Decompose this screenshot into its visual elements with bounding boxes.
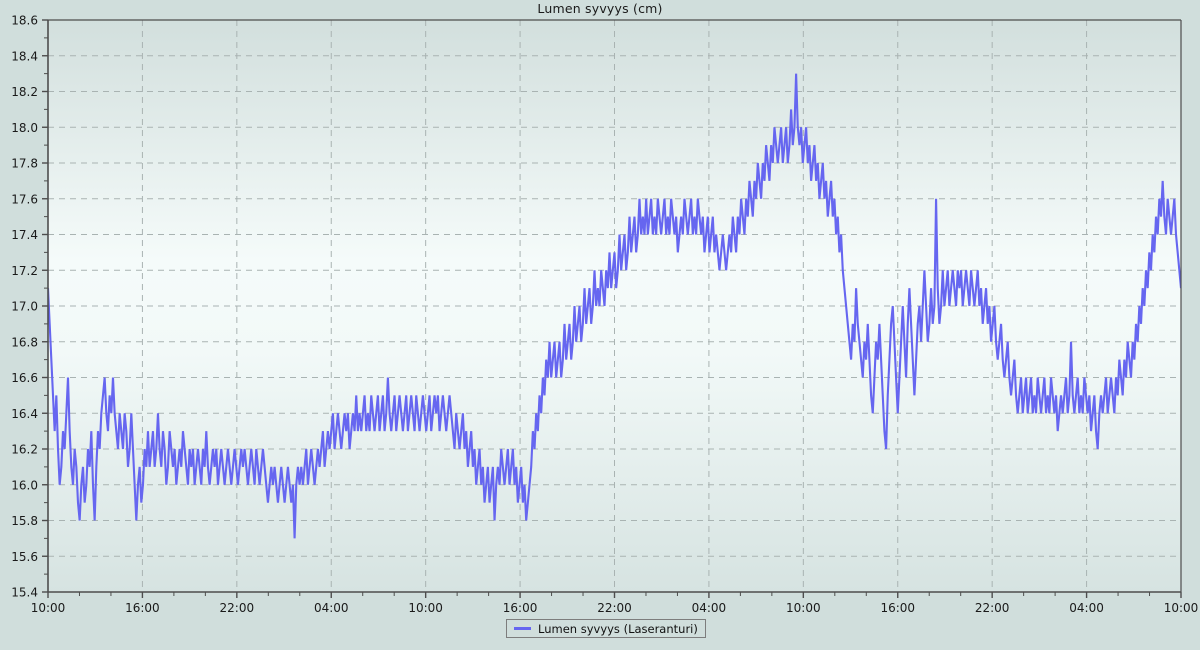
legend-label: Lumen syvyys (Laseranturi) <box>538 621 698 636</box>
svg-text:16.6: 16.6 <box>11 371 38 385</box>
chart-title: Lumen syvyys (cm) <box>537 1 663 16</box>
svg-text:04:00: 04:00 <box>314 601 349 615</box>
svg-text:17.0: 17.0 <box>11 300 38 314</box>
series-lumen-syvyys <box>48 73 1181 539</box>
svg-text:16:00: 16:00 <box>125 601 160 615</box>
svg-text:22:00: 22:00 <box>220 601 255 615</box>
svg-text:15.4: 15.4 <box>11 586 38 600</box>
svg-text:18.4: 18.4 <box>11 49 38 63</box>
svg-text:18.0: 18.0 <box>11 121 38 135</box>
svg-text:16.4: 16.4 <box>11 407 38 421</box>
svg-text:18.6: 18.6 <box>11 14 38 28</box>
grid-lines <box>48 20 1181 592</box>
legend-line-swatch-icon <box>514 627 531 630</box>
svg-text:15.6: 15.6 <box>11 550 38 564</box>
chart-legend: Lumen syvyys (Laseranturi) <box>506 619 706 638</box>
svg-text:10:00: 10:00 <box>31 601 66 615</box>
y-axis-labels: 15.4 15.6 15.8 16.0 16.2 16.4 16.6 16.8 17.0 17.2… <box>11 14 38 600</box>
svg-text:17.6: 17.6 <box>11 192 38 206</box>
svg-text:17.4: 17.4 <box>11 228 38 242</box>
svg-text:16:00: 16:00 <box>503 601 538 615</box>
x-axis-labels: 10:00 16:00 22:00 04:00 10:00 16:00 22:00 04:00… <box>31 601 1199 615</box>
svg-text:18.2: 18.2 <box>11 85 38 99</box>
svg-text:16.0: 16.0 <box>11 478 38 492</box>
svg-text:17.8: 17.8 <box>11 157 38 171</box>
svg-text:04:00: 04:00 <box>692 601 727 615</box>
svg-text:16.2: 16.2 <box>11 443 38 457</box>
svg-text:04:00: 04:00 <box>1069 601 1104 615</box>
svg-text:10:00: 10:00 <box>1164 601 1199 615</box>
svg-text:17.2: 17.2 <box>11 264 38 278</box>
svg-text:10:00: 10:00 <box>786 601 821 615</box>
svg-text:16.8: 16.8 <box>11 335 38 349</box>
svg-text:10:00: 10:00 <box>408 601 443 615</box>
svg-text:22:00: 22:00 <box>597 601 632 615</box>
svg-text:15.8: 15.8 <box>11 514 38 528</box>
svg-text:22:00: 22:00 <box>975 601 1010 615</box>
svg-text:16:00: 16:00 <box>880 601 915 615</box>
